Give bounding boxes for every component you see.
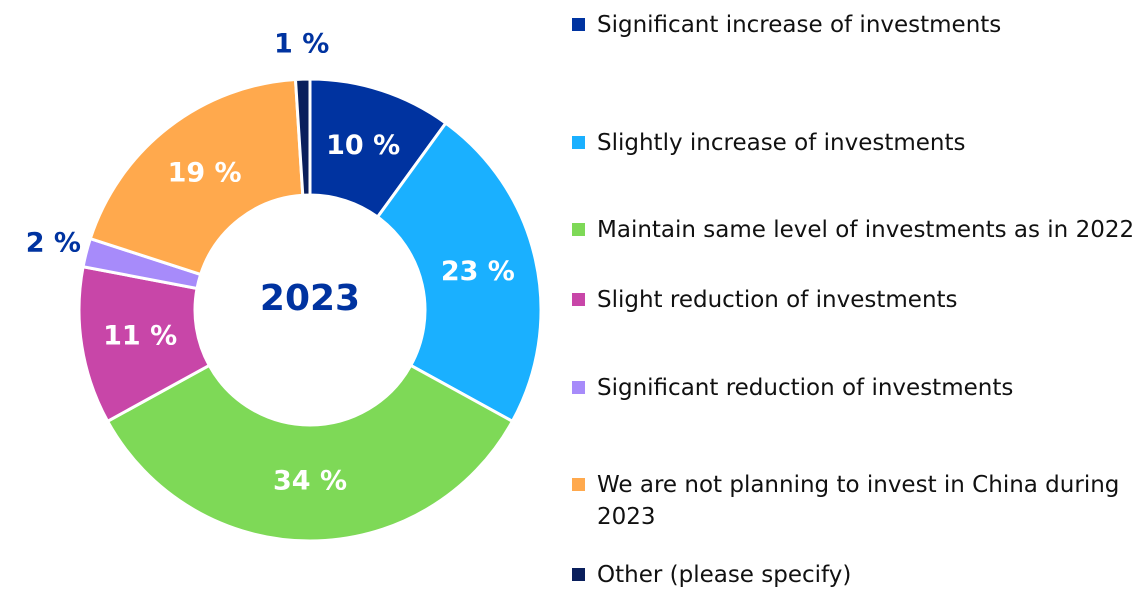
legend-label: Maintain same level of investments as in… — [597, 217, 1135, 243]
donut-slice — [293, 77, 312, 197]
donut-slice — [105, 363, 515, 543]
legend-swatch — [572, 223, 585, 236]
data-label: 19 % — [168, 158, 242, 189]
legend-item: We are not planning to invest in China d… — [572, 469, 1142, 533]
legend-label: Slight reduction of investments — [597, 287, 958, 313]
legend-swatch — [572, 381, 585, 394]
legend-item: Significant reduction of investments — [572, 372, 1142, 404]
legend-swatch — [572, 18, 585, 31]
legend-label: We are not planning to invest in China d… — [597, 472, 1120, 530]
legend-swatch — [572, 136, 585, 149]
legend-item: Maintain same level of investments as in… — [572, 214, 1142, 246]
legend-item: Slight reduction of investments — [572, 284, 1142, 316]
legend-swatch — [572, 293, 585, 306]
data-label: 2 % — [26, 228, 81, 259]
data-label: 23 % — [441, 256, 515, 287]
center-label: 2023 — [260, 278, 360, 319]
donut-slice — [375, 121, 543, 424]
legend-swatch — [572, 568, 585, 581]
data-label: 34 % — [273, 466, 347, 497]
legend-item: Other (please specify) — [572, 559, 1142, 590]
legend-label: Slightly increase of investments — [597, 130, 966, 156]
legend-item: Significant increase of investments — [572, 9, 1142, 41]
data-label: 10 % — [326, 130, 400, 161]
legend-label: Significant reduction of investments — [597, 375, 1014, 401]
donut-slice — [88, 77, 305, 277]
legend-label: Significant increase of investments — [597, 12, 1002, 38]
legend-swatch — [572, 478, 585, 491]
data-label: 11 % — [103, 320, 177, 351]
data-label: 1 % — [274, 29, 329, 60]
legend-label: Other (please specify) — [597, 562, 852, 588]
legend-item: Slightly increase of investments — [572, 127, 1142, 159]
